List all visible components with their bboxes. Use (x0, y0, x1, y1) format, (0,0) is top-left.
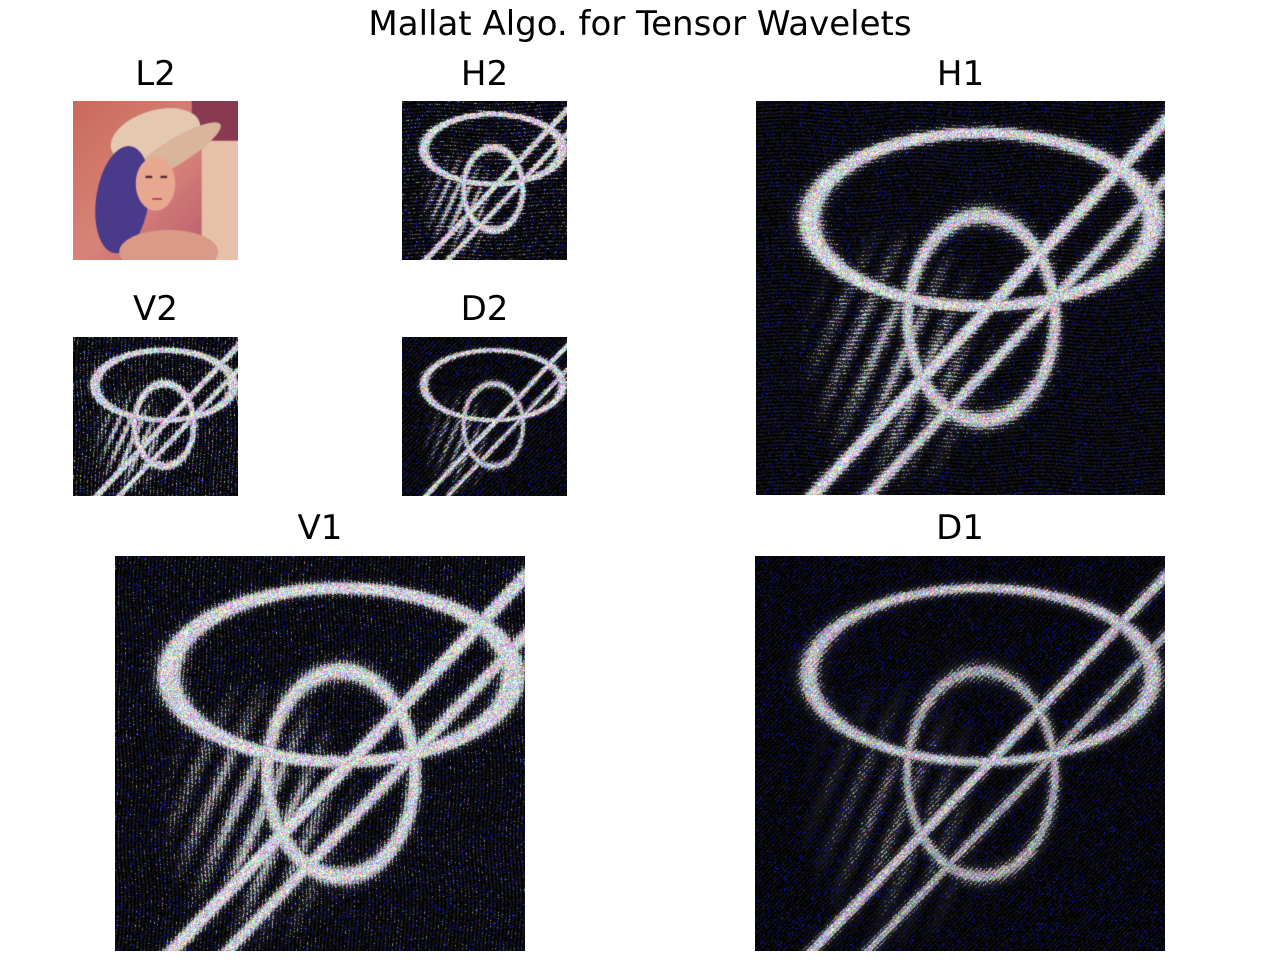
wavelet-image-v2 (73, 337, 238, 496)
wavelet-canvas-d2 (402, 337, 567, 496)
panel-title-l2: L2 (135, 54, 176, 94)
wavelet-image-h2 (402, 101, 567, 260)
panel-title-d2: D2 (460, 289, 509, 329)
wavelet-canvas-h2 (402, 101, 567, 260)
panel-title-v1: V1 (297, 508, 343, 548)
wavelet-canvas-d1 (755, 556, 1165, 951)
wavelet-canvas-v2 (73, 337, 238, 496)
wavelet-image-v1 (115, 556, 525, 951)
wavelet-canvas-v1 (115, 556, 525, 951)
wavelet-image-l2 (73, 101, 238, 260)
panel-title-d1: D1 (936, 508, 984, 548)
wavelet-canvas-l2 (73, 101, 238, 260)
panel-title-v2: V2 (133, 289, 178, 329)
wavelet-image-d2 (402, 337, 567, 496)
figure-title: Mallat Algo. for Tensor Wavelets (368, 4, 912, 44)
wavelet-image-d1 (755, 556, 1165, 951)
wavelet-image-h1 (756, 101, 1165, 495)
panel-title-h1: H1 (936, 54, 985, 94)
panel-title-h2: H2 (460, 54, 509, 94)
wavelet-canvas-h1 (756, 101, 1165, 495)
